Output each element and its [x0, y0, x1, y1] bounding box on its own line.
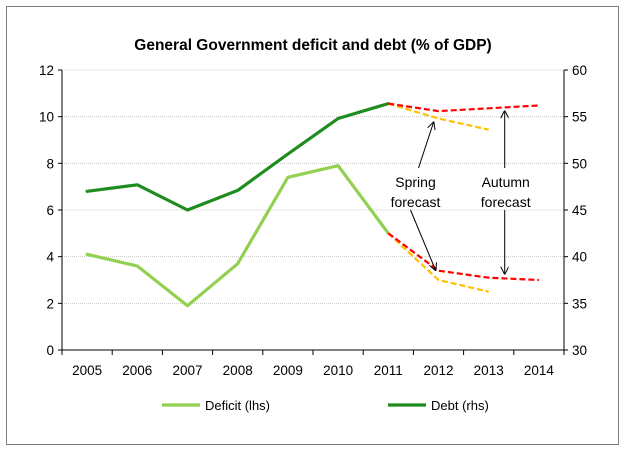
x-tick-label: 2009: [273, 363, 303, 378]
y-left-tick-label: 8: [46, 156, 54, 171]
x-tick-label: 2005: [72, 363, 102, 378]
x-tick-label: 2013: [474, 363, 504, 378]
forecast-line-spring-right: [387, 102, 489, 131]
annotation-autumn-text: forecast: [481, 194, 531, 210]
x-tick-label: 2010: [323, 363, 353, 378]
x-tick-label: 2006: [122, 363, 152, 378]
series-line-deficit: [85, 164, 390, 308]
annotation-spring-text: forecast: [391, 194, 441, 210]
axes: 0 2 4 6 8 10 12 30 35 40 45 50 55 60 2005 2006 2007 2008 2…: [39, 63, 587, 378]
y-left-tick-label: 6: [46, 203, 54, 218]
y-left-tick-label: 12: [39, 63, 54, 78]
forecast-line-autumn-right: [388, 102, 539, 113]
y-left-tick-label: 4: [46, 250, 54, 265]
series-layer: [85, 101, 539, 308]
legend: Deficit (lhs) Debt (rhs): [162, 398, 489, 413]
y-right-tick-label: 40: [572, 250, 587, 265]
annotation-layer: Spring forecast Autumn forecast: [391, 111, 531, 273]
annotation-autumn-text: Autumn: [482, 174, 530, 190]
grid-lines: [62, 69, 564, 304]
y-left-tick-label: 2: [46, 296, 54, 311]
chart-title: General Government deficit and debt (% o…: [134, 37, 491, 54]
legend-label-debt: Debt (rhs): [431, 398, 489, 413]
y-left-tick-label: 10: [39, 110, 54, 125]
x-tick-label: 2012: [423, 363, 453, 378]
x-tick-label: 2007: [172, 363, 202, 378]
forecast-line-autumn-left: [387, 232, 539, 282]
chart-border: [6, 6, 619, 445]
y-right-tick-label: 35: [572, 296, 587, 311]
y-right-tick-label: 55: [572, 110, 587, 125]
x-tick-label: 2014: [524, 363, 555, 378]
y-right-tick-label: 60: [572, 63, 587, 78]
x-tick-label: 2008: [223, 363, 253, 378]
annotation-spring-arrow-down: [410, 209, 436, 270]
annotation-spring-text: Spring: [395, 174, 435, 190]
y-left-tick-label: 0: [46, 343, 54, 358]
series-line-debt: [85, 101, 390, 212]
y-right-tick-label: 50: [572, 156, 587, 171]
y-right-tick-label: 45: [572, 203, 587, 218]
forecast-line-spring-left: [387, 232, 489, 293]
annotation-spring-arrow-up: [418, 123, 434, 169]
x-tick-label: 2011: [374, 363, 403, 378]
y-right-tick-label: 30: [572, 343, 587, 358]
legend-label-deficit: Deficit (lhs): [205, 398, 270, 413]
